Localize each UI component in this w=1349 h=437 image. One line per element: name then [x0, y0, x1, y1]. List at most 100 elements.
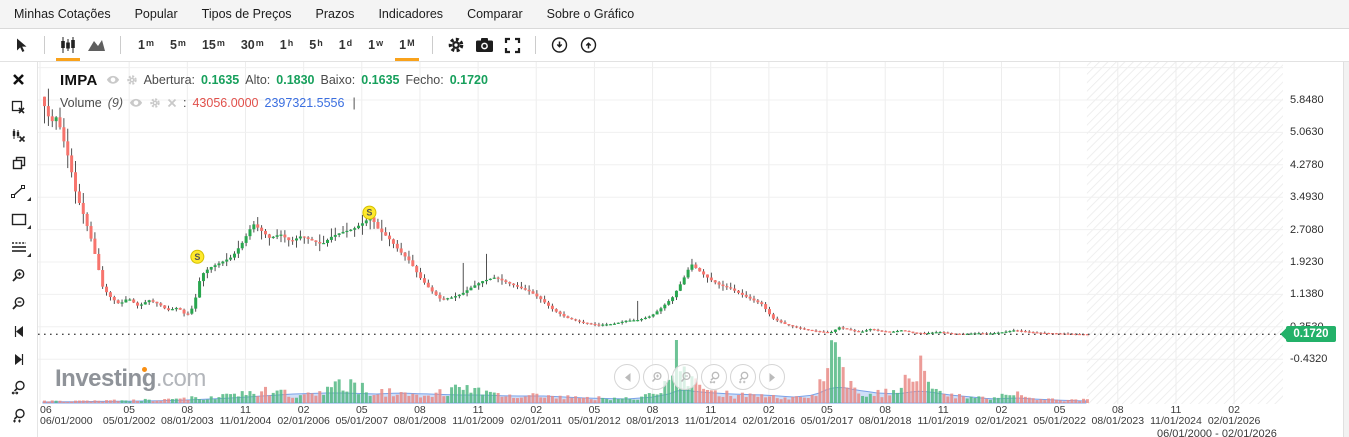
menu-item-5[interactable]: Comparar	[467, 7, 523, 21]
menu-item-2[interactable]: Tipos de Preços	[201, 7, 292, 21]
trend-line-icon[interactable]	[8, 181, 31, 201]
visible-range-text: 06/01/2000 - 02/01/2026	[1157, 428, 1277, 437]
zoom-out-icon[interactable]	[8, 293, 30, 313]
x-tick-label: 11 11/01/2019	[917, 404, 970, 427]
menu-item-3[interactable]: Prazos	[315, 7, 355, 21]
x-tick-label: 02 02/01/2006	[277, 404, 330, 427]
top-menu-bar: Minhas Cotações Popular Tipos de Preços Pra…	[0, 0, 1349, 29]
duplicate-icon[interactable]	[8, 153, 30, 173]
x-tick-label: 11 11/01/2014	[684, 404, 737, 427]
candlestick-chart-button[interactable]	[54, 31, 82, 61]
eye-icon[interactable]	[129, 98, 143, 108]
screenshot-button[interactable]	[470, 31, 499, 59]
nav-pan-left-button[interactable]	[614, 364, 640, 390]
area-chart-button[interactable]	[82, 31, 111, 59]
save-chart-button[interactable]	[545, 31, 574, 59]
split-marker	[190, 249, 205, 264]
nav-zoom-fit-button[interactable]	[730, 364, 756, 390]
y-tick-label: 4.2780	[1290, 158, 1324, 171]
menu-item-0[interactable]: Minhas Cotações	[14, 7, 111, 21]
menu-item-1[interactable]: Popular	[134, 7, 178, 21]
symbol-name: IMPA	[60, 71, 98, 89]
fullscreen-button[interactable]	[499, 31, 526, 59]
x-tick-label: 02 02/01/2016	[742, 404, 796, 427]
pan-right-icon[interactable]	[8, 349, 30, 369]
nav-zoom-out-button[interactable]	[672, 364, 698, 390]
low-label: Baixo:	[320, 73, 356, 87]
toolbar-divider	[431, 36, 433, 54]
high-value: 0.1830	[276, 73, 315, 87]
nav-pan-right-button[interactable]	[759, 364, 785, 390]
close-icon[interactable]	[8, 69, 30, 89]
toolbar-divider	[120, 36, 121, 54]
timeframe-30m[interactable]: 30 m	[240, 38, 264, 52]
settings-button[interactable]	[442, 31, 470, 59]
y-tick-label: 3.4930	[1290, 191, 1324, 204]
volume-ma-value: 2397321.5556	[264, 96, 345, 110]
clear-drawings-icon[interactable]	[8, 97, 30, 117]
split-marker-label: S	[194, 252, 200, 262]
y-tick-label: 2.7080	[1290, 223, 1324, 236]
low-value: 0.1635	[361, 73, 400, 87]
chart-nav-controls	[614, 364, 785, 390]
rectangle-tool-icon[interactable]	[8, 209, 31, 229]
volume-colon: :	[182, 96, 187, 110]
timeframe-group: 1 m 5 m 15 m 30 m 1 h 5 h 1 d 1 w 1 M	[130, 31, 423, 61]
open-value: 0.1635	[201, 73, 240, 87]
menu-item-6[interactable]: Sobre o Gráfico	[546, 7, 635, 21]
timeframe-15m[interactable]: 15 m	[201, 38, 225, 52]
tool-caret	[26, 253, 31, 257]
chart-toolbar: 1 m 5 m 15 m 30 m 1 h 5 h 1 d 1 w 1 M	[0, 29, 1349, 62]
tool-caret	[26, 225, 31, 229]
nav-zoom-in-button[interactable]	[643, 364, 669, 390]
toolbar-divider	[44, 36, 45, 54]
candle-bodies	[43, 96, 1089, 336]
x-tick-label: 02 02/01/2011	[510, 404, 563, 427]
x-tick-label: 08 08/01/2018	[858, 404, 912, 427]
x-tick-label: 08 08/01/2003	[161, 404, 214, 427]
y-tick-label: -0.4320	[1290, 353, 1328, 366]
cursor-tool-button[interactable]	[8, 31, 35, 59]
x-tick-label: 11 11/01/2024	[1150, 404, 1202, 427]
gear-icon[interactable]	[149, 97, 161, 109]
chart-canvas[interactable]: SS	[38, 62, 1283, 404]
last-price-badge: 0.1720	[1286, 326, 1336, 343]
x-tick-label: 11 11/01/2009	[452, 404, 504, 427]
volume-bars	[43, 340, 1089, 403]
gear-icon[interactable]	[126, 74, 138, 86]
y-tick-label: 5.0630	[1290, 126, 1324, 139]
remove-indicators-icon[interactable]	[8, 125, 30, 145]
y-axis[interactable]: 0.1720 5.8480 5.0630 4.2780 3.4930 2.7080 1.9…	[1283, 62, 1343, 437]
no-data-region	[1086, 62, 1283, 404]
close-label: Fecho:	[405, 73, 444, 87]
x-tick-label: 05 05/01/2007	[335, 404, 389, 427]
menu-item-4[interactable]: Indicadores	[378, 7, 444, 21]
x-tick-label: 05 05/01/2002	[102, 404, 156, 427]
zoom-fit-icon[interactable]	[8, 405, 30, 425]
remove-icon[interactable]	[167, 98, 177, 108]
drawing-tools-sidebar	[0, 62, 38, 437]
split-marker	[362, 205, 377, 220]
nav-zoom-x-button[interactable]	[701, 364, 727, 390]
zoom-x-icon[interactable]	[8, 377, 30, 397]
eye-icon[interactable]	[106, 75, 120, 85]
horizontal-lines-icon[interactable]	[8, 237, 31, 257]
load-chart-button[interactable]	[574, 31, 603, 59]
x-axis[interactable]: 06 06/01/2000 05 05/01/2002 08 08/01/2003 11 11…	[38, 404, 1283, 430]
close-value: 0.1720	[449, 73, 488, 87]
tool-caret	[26, 197, 31, 201]
x-tick-label: 05 05/01/2012	[568, 404, 621, 427]
high-label: Alto:	[245, 73, 271, 87]
x-tick-label: 11 11/01/2004	[219, 404, 272, 427]
pan-left-icon[interactable]	[8, 321, 30, 341]
legend-caret: |	[352, 96, 356, 110]
zoom-in-icon[interactable]	[8, 265, 30, 285]
